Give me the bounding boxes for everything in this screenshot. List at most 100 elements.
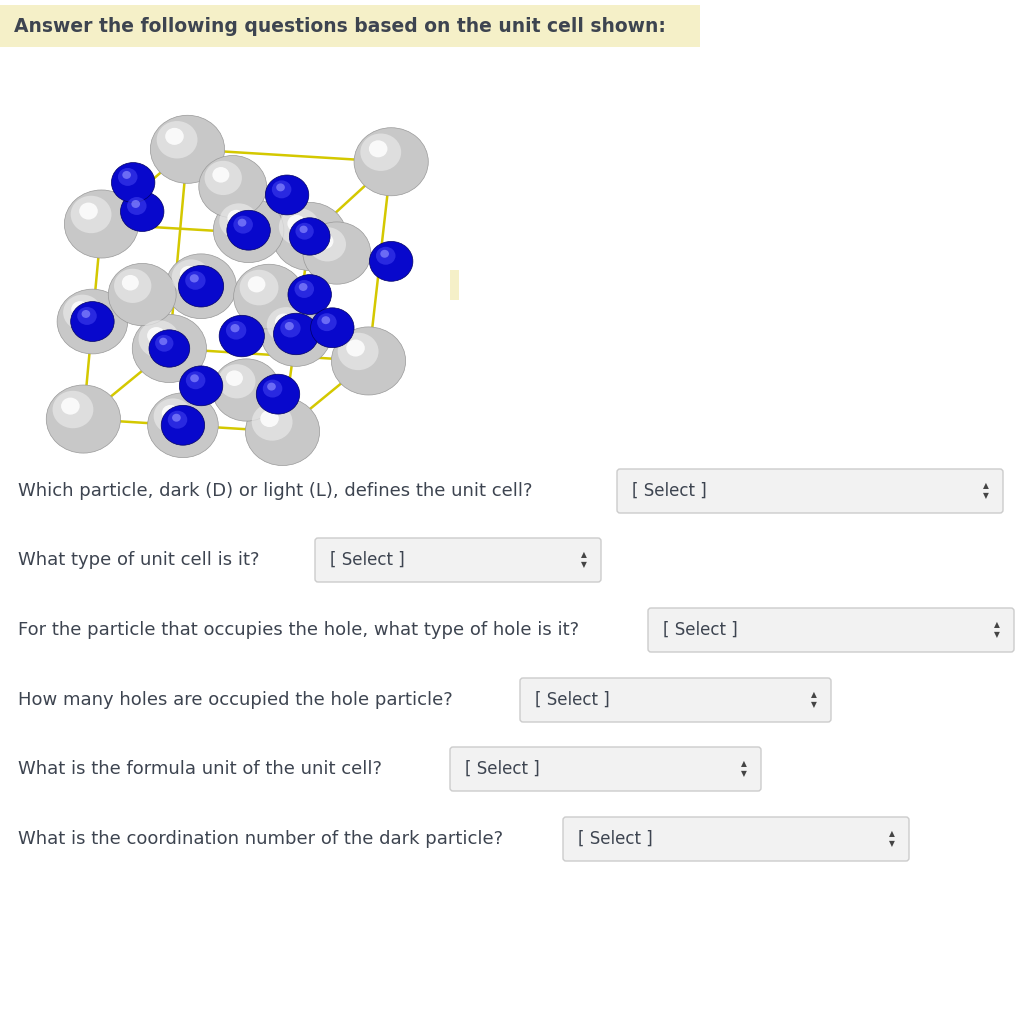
Circle shape xyxy=(161,405,205,445)
Circle shape xyxy=(226,371,243,386)
Circle shape xyxy=(122,275,139,291)
Circle shape xyxy=(290,217,330,255)
Text: ▼: ▼ xyxy=(983,491,989,500)
Circle shape xyxy=(252,403,293,441)
Circle shape xyxy=(274,313,293,330)
Circle shape xyxy=(165,128,183,145)
Text: What type of unit cell is it?: What type of unit cell is it? xyxy=(18,551,259,569)
Circle shape xyxy=(82,310,90,318)
Text: ▲: ▲ xyxy=(741,760,746,769)
Text: For the particle that occupies the hole, what type of hole is it?: For the particle that occupies the hole,… xyxy=(18,621,580,639)
Circle shape xyxy=(310,307,354,348)
Circle shape xyxy=(132,314,207,383)
Circle shape xyxy=(267,383,275,391)
FancyBboxPatch shape xyxy=(563,817,909,861)
Text: [ Select ]: [ Select ] xyxy=(330,551,404,569)
Circle shape xyxy=(205,161,242,195)
Circle shape xyxy=(147,327,166,344)
Circle shape xyxy=(238,218,247,227)
Circle shape xyxy=(114,269,152,303)
Circle shape xyxy=(199,155,266,217)
Circle shape xyxy=(72,301,89,318)
Circle shape xyxy=(185,372,206,389)
Circle shape xyxy=(288,275,332,314)
Circle shape xyxy=(299,283,307,291)
Circle shape xyxy=(127,197,146,215)
Text: [ Select ]: [ Select ] xyxy=(535,691,609,709)
Circle shape xyxy=(172,414,181,422)
Circle shape xyxy=(271,181,292,198)
Circle shape xyxy=(213,198,284,262)
Text: ▲: ▲ xyxy=(581,550,587,560)
FancyBboxPatch shape xyxy=(315,538,601,582)
Circle shape xyxy=(219,203,258,239)
Circle shape xyxy=(233,264,304,329)
Text: [ Select ]: [ Select ] xyxy=(632,482,707,500)
Circle shape xyxy=(65,190,138,258)
Circle shape xyxy=(166,254,237,319)
Circle shape xyxy=(227,210,270,250)
Circle shape xyxy=(154,398,193,434)
Circle shape xyxy=(273,313,318,354)
FancyBboxPatch shape xyxy=(520,678,831,722)
Circle shape xyxy=(190,375,199,382)
Circle shape xyxy=(179,366,223,405)
Circle shape xyxy=(369,140,387,157)
Circle shape xyxy=(112,162,155,202)
Circle shape xyxy=(71,301,114,341)
Circle shape xyxy=(288,215,306,232)
FancyBboxPatch shape xyxy=(648,607,1014,652)
Circle shape xyxy=(150,330,189,368)
Circle shape xyxy=(226,321,247,340)
Circle shape xyxy=(162,405,179,421)
Circle shape xyxy=(260,410,279,427)
Circle shape xyxy=(296,223,313,240)
Circle shape xyxy=(261,301,332,367)
Text: [ Select ]: [ Select ] xyxy=(578,830,652,848)
Circle shape xyxy=(376,247,395,264)
Circle shape xyxy=(370,241,413,281)
Circle shape xyxy=(279,208,319,246)
Circle shape xyxy=(121,192,164,232)
Circle shape xyxy=(227,210,245,226)
Text: ▲: ▲ xyxy=(889,829,895,838)
FancyBboxPatch shape xyxy=(450,270,459,300)
Circle shape xyxy=(230,324,240,332)
Circle shape xyxy=(159,338,167,345)
Text: ▲: ▲ xyxy=(983,482,989,490)
Circle shape xyxy=(131,200,140,208)
Circle shape xyxy=(332,327,406,395)
Circle shape xyxy=(57,289,128,354)
Text: ▼: ▼ xyxy=(811,700,817,710)
Text: What is the formula unit of the unit cell?: What is the formula unit of the unit cel… xyxy=(18,760,382,778)
Circle shape xyxy=(317,313,337,331)
Text: ▼: ▼ xyxy=(741,770,746,778)
Circle shape xyxy=(322,317,330,324)
Text: Which particle, dark (D) or light (L), defines the unit cell?: Which particle, dark (D) or light (L), d… xyxy=(18,482,532,500)
Circle shape xyxy=(71,196,112,233)
Circle shape xyxy=(138,321,179,357)
Text: ▼: ▼ xyxy=(889,839,895,848)
Text: ▼: ▼ xyxy=(581,561,587,570)
Circle shape xyxy=(77,307,96,325)
Circle shape xyxy=(212,358,281,421)
Circle shape xyxy=(233,215,253,234)
Circle shape xyxy=(285,322,294,330)
Circle shape xyxy=(46,385,121,453)
Circle shape xyxy=(157,121,198,158)
Circle shape xyxy=(61,397,80,415)
Circle shape xyxy=(316,234,334,249)
Circle shape xyxy=(218,364,255,398)
FancyBboxPatch shape xyxy=(0,5,700,47)
Circle shape xyxy=(122,171,131,179)
Circle shape xyxy=(79,202,97,220)
Circle shape xyxy=(155,335,173,351)
Circle shape xyxy=(272,202,347,271)
Circle shape xyxy=(308,228,346,261)
Text: [ Select ]: [ Select ] xyxy=(465,760,540,778)
Circle shape xyxy=(303,222,371,284)
Circle shape xyxy=(299,226,307,233)
Text: How many holes are occupied the hole particle?: How many holes are occupied the hole par… xyxy=(18,691,453,709)
Circle shape xyxy=(212,167,229,183)
Circle shape xyxy=(267,307,305,343)
